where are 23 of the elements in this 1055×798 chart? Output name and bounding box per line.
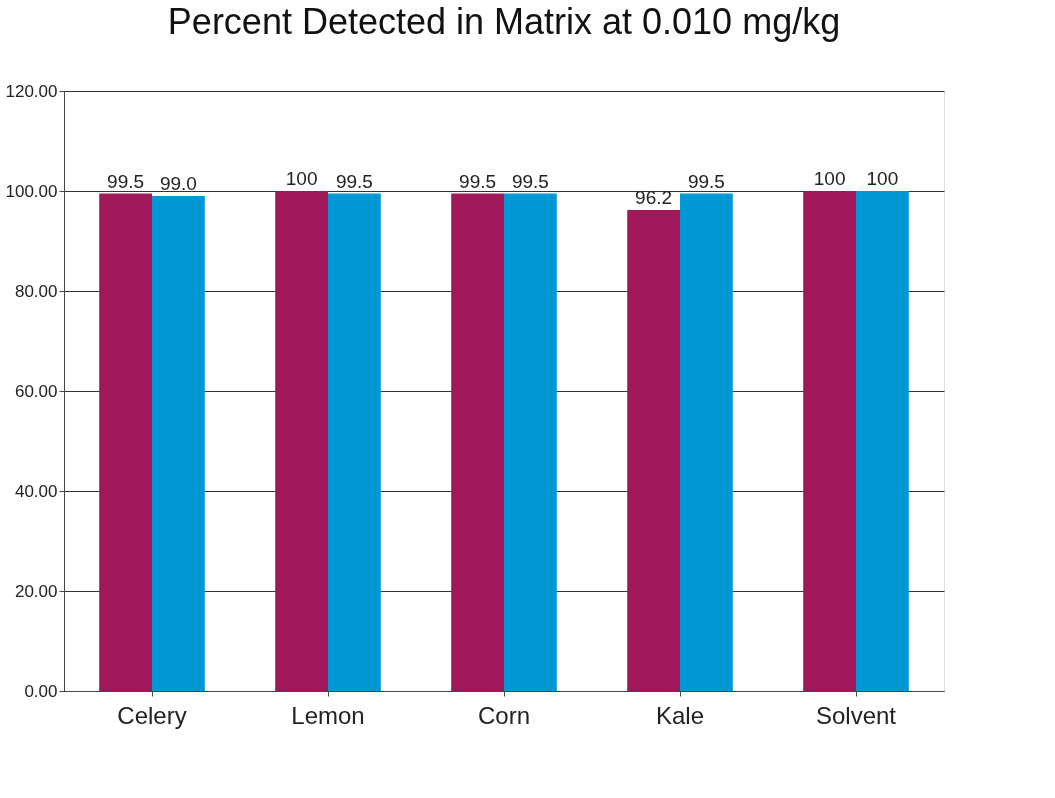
y-tick-label: 0.00 — [24, 681, 58, 701]
y-tick-label: 100.00 — [5, 181, 58, 201]
data-label: 99.5 — [107, 170, 145, 192]
data-label: 96.2 — [635, 187, 673, 208]
data-label: 99.5 — [459, 170, 497, 192]
chart-title: Percent Detected in Matrix at 0.010 mg/kg — [167, 1, 841, 42]
data-label: 100 — [813, 168, 846, 189]
x-tick-label: Solvent — [815, 701, 897, 729]
y-tick-label: 60.00 — [14, 381, 58, 401]
y-tick-label: 80.00 — [14, 281, 58, 301]
data-label: 99.5 — [511, 170, 549, 192]
y-tick-label: 40.00 — [14, 481, 58, 501]
data-label: 100 — [285, 168, 318, 189]
x-tick-label: Kale — [655, 701, 705, 729]
x-tick-label: Corn — [477, 701, 531, 729]
data-label: 99.0 — [159, 173, 197, 194]
y-tick-label: 20.00 — [14, 581, 58, 601]
data-label: 100 — [866, 168, 899, 189]
x-tick-label: Celery — [117, 701, 187, 729]
y-tick-label: 120.00 — [5, 81, 58, 101]
data-label: 99.5 — [335, 170, 373, 192]
data-label: 99.5 — [687, 170, 725, 192]
x-tick-label: Lemon — [291, 701, 365, 729]
